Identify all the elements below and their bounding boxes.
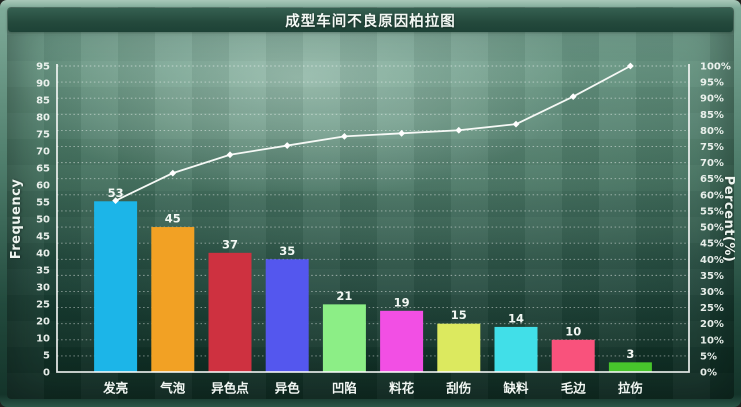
right-axis-tick-label: 95% [700, 78, 724, 89]
bar-刮伤 [437, 323, 481, 372]
left-axis-tick-label: 95 [36, 62, 50, 73]
line-marker-拉伤 [627, 62, 634, 70]
left-axis-tick-label: 85 [36, 96, 50, 107]
left-axis-tick-label: 65 [36, 164, 50, 175]
right-axis-tick-label: 30% [700, 287, 724, 298]
right-axis-tick-label: 45% [700, 239, 724, 250]
bar-发亮 [94, 201, 138, 372]
right-axis-tick-label: 85% [700, 110, 724, 121]
line-marker-缺料 [512, 120, 520, 128]
line-marker-刮伤 [455, 126, 463, 134]
left-axis-tick-label: 60 [36, 181, 50, 192]
right-axis-tick-label: 75% [700, 142, 724, 153]
category-label: 料花 [389, 381, 415, 396]
bar-料花 [380, 310, 424, 372]
cumulative-percent-line [115, 65, 631, 202]
category-label: 异色 [275, 381, 301, 396]
bar-异色 [265, 259, 309, 372]
left-axis-tick-label: 80 [36, 113, 50, 124]
right-axis-tick-label: 55% [700, 206, 724, 217]
right-axis-tick-label: 25% [700, 303, 724, 314]
right-axis-tick-label: 35% [700, 271, 724, 282]
right-axis-tick-label: 90% [700, 94, 724, 105]
line-marker-异色点 [226, 151, 234, 159]
bar-拉伤 [608, 362, 652, 372]
right-axis-tick-label: 50% [700, 223, 724, 234]
left-axis-tick-label: 40 [36, 249, 50, 260]
right-axis-tick-label: 70% [700, 158, 724, 169]
line-marker-发亮 [112, 197, 119, 205]
left-axis-tick-label: 30 [36, 283, 50, 294]
left-axis-tick-label: 0 [43, 368, 50, 379]
right-axis-tick-label: 100% [700, 62, 731, 73]
right-axis-tick-label: 10% [700, 335, 724, 346]
right-axis-tick-label: 80% [700, 126, 724, 137]
left-axis-tick-label: 10 [36, 334, 50, 345]
category-label: 拉伤 [618, 381, 643, 396]
category-label: 缺料 [503, 381, 529, 396]
right-axis-tick-label: 60% [700, 190, 724, 201]
category-label: 刮伤 [446, 381, 471, 396]
left-axis-tick-label: 35 [36, 266, 50, 277]
category-label: 凹陷 [332, 381, 357, 396]
bar-value-label: 45 [165, 212, 181, 226]
bar-value-label: 37 [222, 237, 238, 251]
left-axis-tick-label: 55 [36, 198, 50, 209]
category-label: 异色点 [211, 381, 249, 396]
line-marker-异色 [283, 142, 291, 149]
left-axis-tick-label: 45 [36, 232, 50, 243]
category-label: 发亮 [102, 381, 128, 396]
bar-value-label: 21 [336, 289, 352, 303]
bar-value-label: 53 [108, 186, 124, 200]
bar-value-label: 3 [626, 347, 634, 361]
left-axis-tick-label: 5 [43, 351, 50, 362]
left-axis-tick-label: 90 [36, 79, 50, 90]
bar-value-label: 10 [565, 324, 581, 338]
left-axis-tick-label: 25 [36, 300, 50, 311]
line-marker-料花 [398, 129, 405, 137]
bar-缺料 [494, 326, 538, 372]
left-axis-tick-label: 20 [36, 317, 50, 328]
chart-title-bar: 成型车间不良原因柏拉图 [8, 8, 733, 32]
line-marker-毛边 [569, 93, 577, 100]
bar-value-label: 14 [508, 311, 524, 325]
right-axis-tick-label: 5% [700, 351, 717, 362]
bar-毛边 [551, 339, 595, 372]
bar-value-label: 15 [451, 308, 467, 322]
axis-frame [56, 64, 690, 373]
bar-value-label: 19 [394, 295, 410, 309]
left-axis-tick-label: 70 [36, 147, 50, 158]
right-axis-tick-label: 0% [700, 368, 717, 379]
line-marker-凹陷 [341, 132, 348, 140]
category-label: 气泡 [159, 381, 186, 396]
bar-异色点 [208, 252, 252, 372]
bar-凹陷 [322, 304, 366, 372]
left-axis-tick-label: 50 [36, 215, 50, 226]
right-axis-tick-label: 65% [700, 174, 724, 185]
right-axis-tick-label: 20% [700, 319, 724, 330]
chart-title: 成型车间不良原因柏拉图 [285, 13, 456, 30]
right-axis-tick-label: 40% [700, 255, 724, 266]
line-marker-气泡 [169, 169, 177, 177]
left-axis-tick-label: 75 [36, 130, 50, 141]
bar-value-label: 35 [279, 244, 295, 258]
bar-气泡 [151, 227, 195, 372]
category-label: 毛边 [561, 381, 587, 396]
